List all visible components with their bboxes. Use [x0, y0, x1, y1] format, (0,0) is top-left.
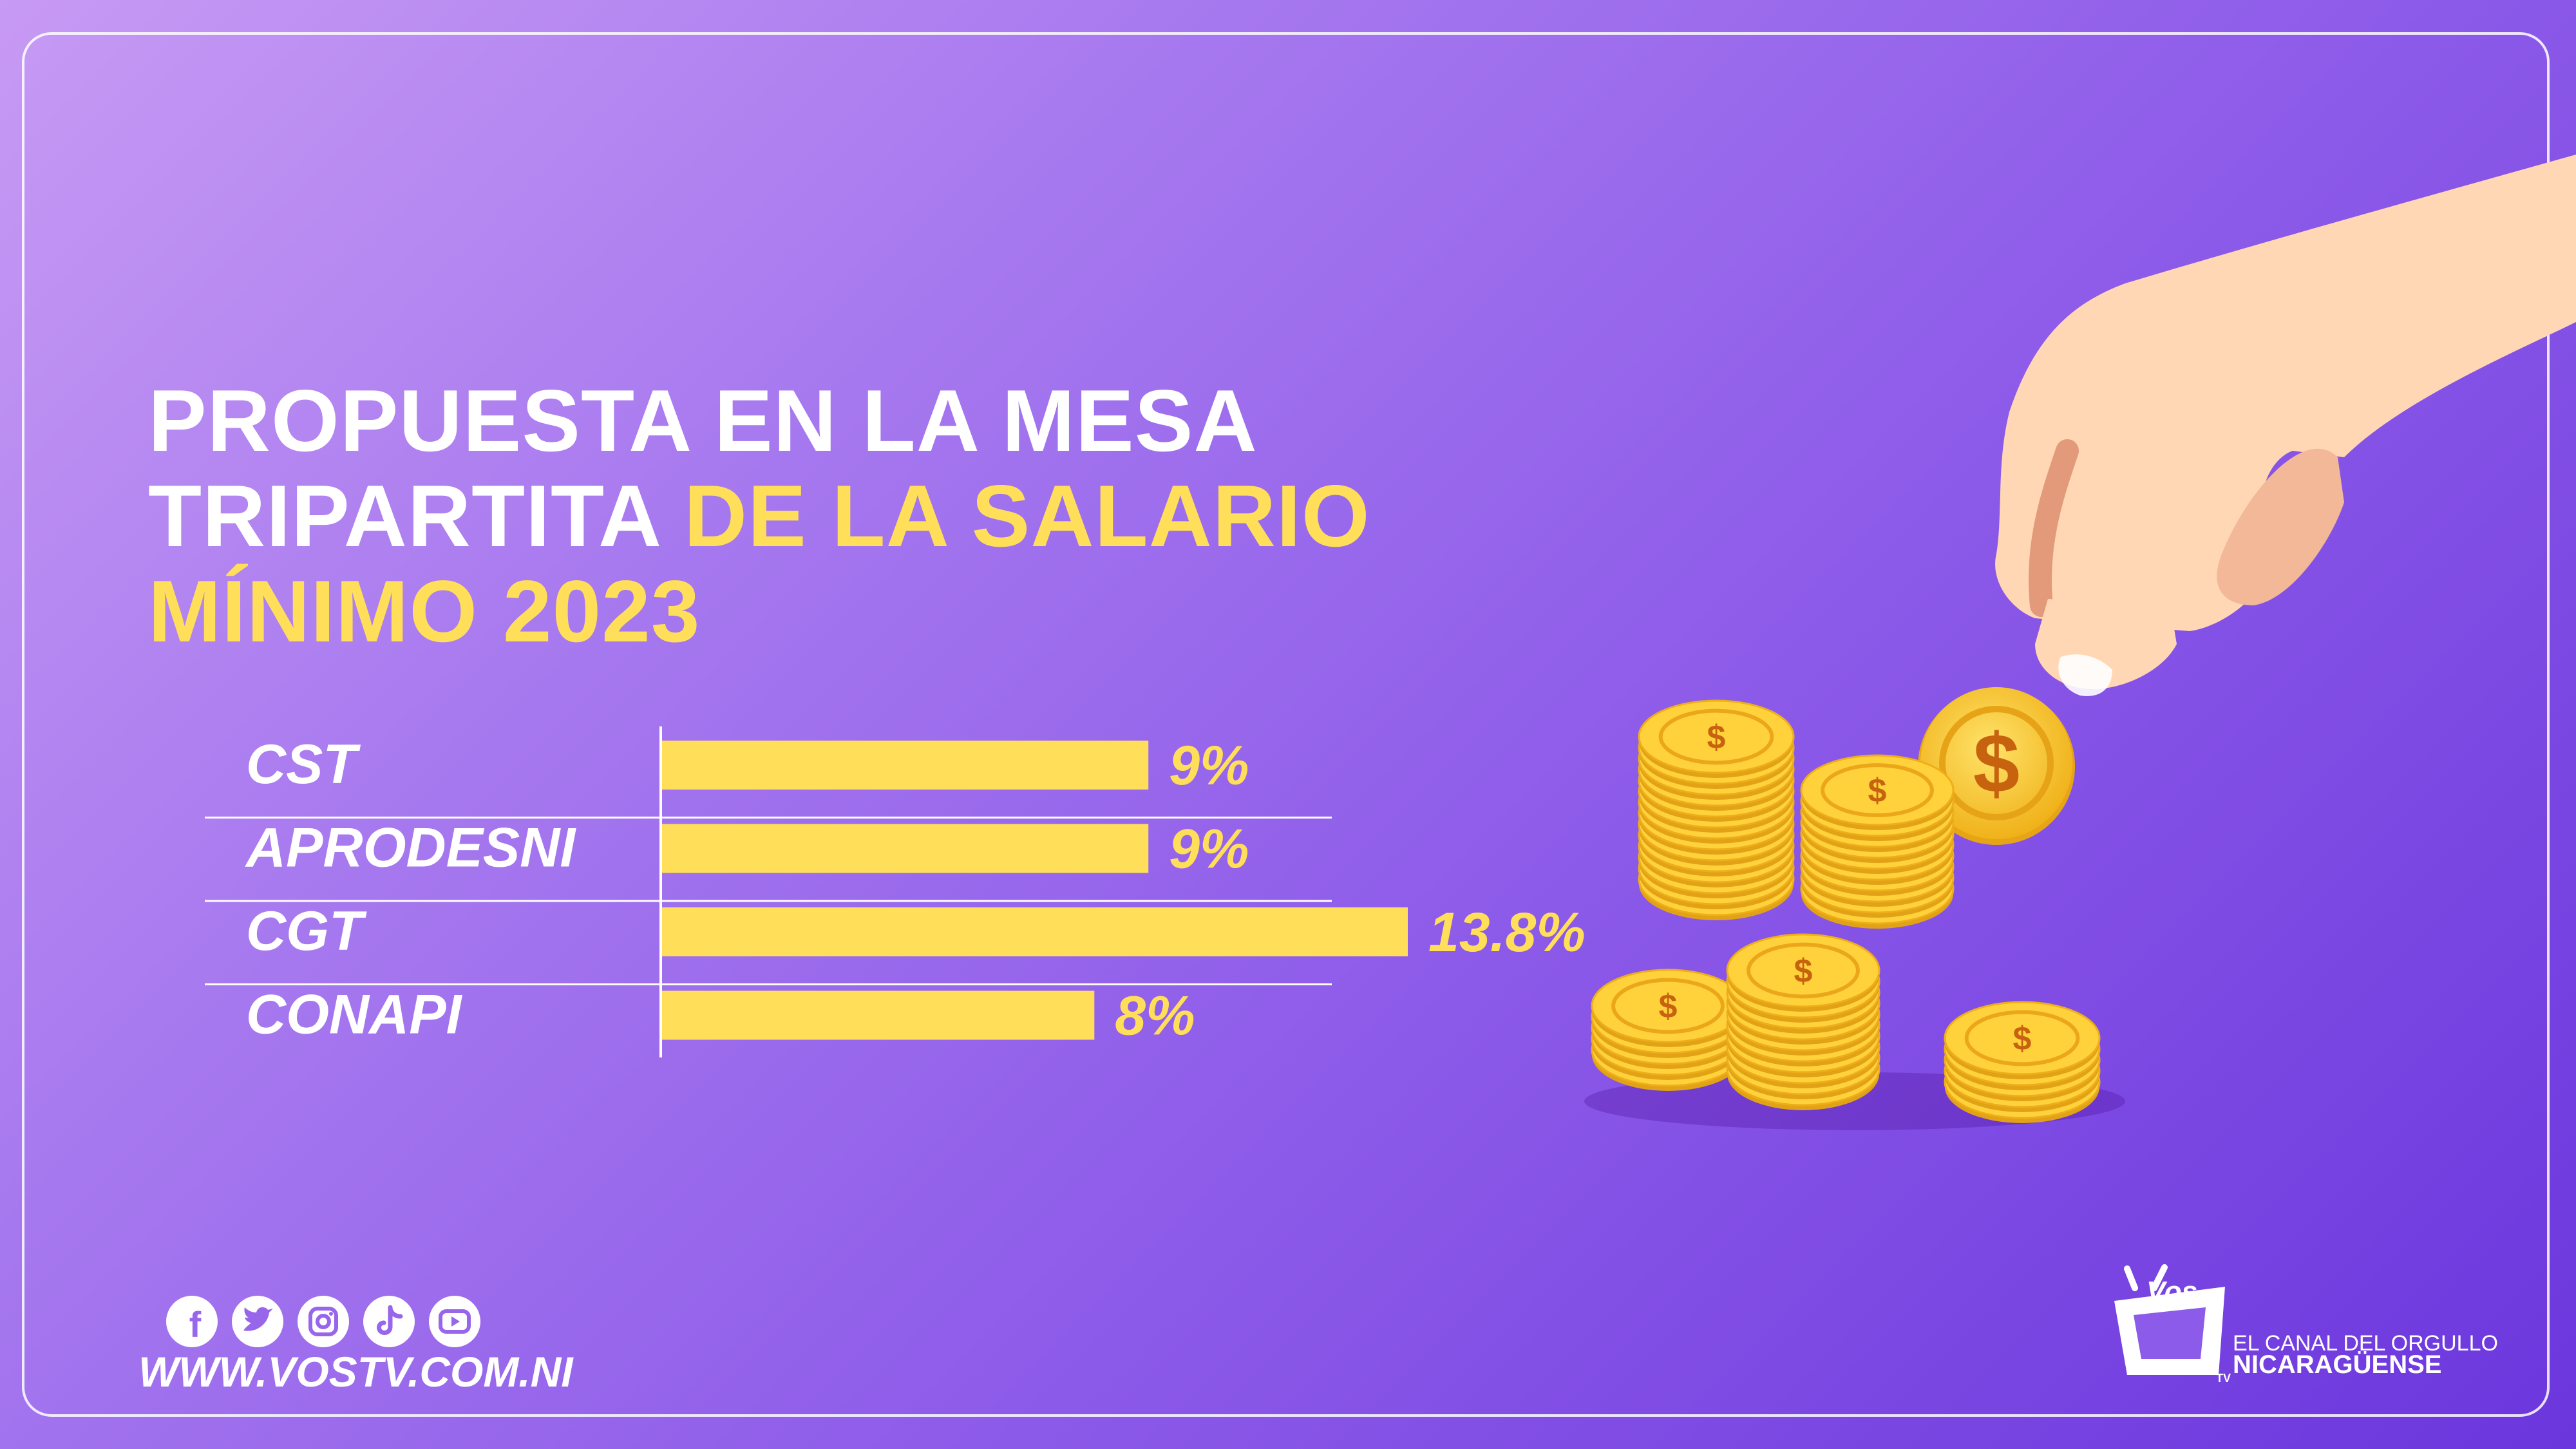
svg-text:$: $	[1868, 772, 1887, 810]
title-line-2-highlight: DE LA SALARIO	[683, 467, 1370, 565]
hand-with-coins-illustration: $ $ $ $ $ $	[1584, 155, 2576, 1130]
tiktok-icon[interactable]	[363, 1296, 415, 1347]
svg-text:$: $	[1794, 952, 1813, 990]
title-line-1: PROPUESTA EN LA MESA	[148, 372, 1258, 469]
svg-text:$: $	[1973, 716, 2020, 810]
svg-text:$: $	[1707, 719, 1726, 756]
value-label: 9%	[1169, 819, 1249, 880]
svg-text:Vos: Vos	[2146, 1276, 2197, 1307]
category-label: CST	[246, 734, 361, 795]
tv-logo-icon: Vos TV	[2114, 1264, 2231, 1385]
facebook-icon[interactable]: f	[166, 1296, 218, 1347]
twitter-icon[interactable]	[232, 1296, 283, 1347]
instagram-icon[interactable]	[298, 1296, 349, 1347]
svg-text:$: $	[2013, 1020, 2032, 1057]
bar-conapi	[662, 990, 1095, 1040]
bar-cgt	[662, 907, 1408, 956]
value-label: 9%	[1169, 735, 1249, 797]
white-frame	[22, 32, 2550, 1417]
category-label: CGT	[246, 900, 367, 962]
category-label: APRODESNI	[245, 817, 576, 879]
website-link[interactable]: WWW.VOSTV.COM.NI	[138, 1348, 573, 1396]
coin-stacks: $ $ $ $ $	[1591, 699, 2101, 1123]
hand-icon	[1995, 155, 2576, 696]
title-line-2: TRIPARTITA DE LA SALARIO	[148, 466, 1370, 566]
bar-aprodesni	[662, 824, 1149, 873]
dollar-coin-icon: $	[1918, 687, 2075, 845]
vostv-logo: Vos TV	[2114, 1264, 2231, 1385]
title-line-3: MÍNIMO 2023	[148, 562, 701, 660]
title-line-2-plain: TRIPARTITA	[148, 467, 684, 565]
category-label: CONAPI	[246, 984, 463, 1046]
youtube-icon[interactable]	[429, 1296, 480, 1347]
bar-cst	[662, 741, 1149, 790]
social-icons: f	[166, 1296, 480, 1347]
svg-text:TV: TV	[2216, 1372, 2231, 1385]
svg-text:$: $	[1659, 988, 1678, 1025]
value-label: 8%	[1115, 985, 1195, 1047]
svg-text:f: f	[189, 1304, 202, 1345]
value-label: 13.8%	[1428, 902, 1586, 963]
brand-tagline-line-1: EL CANAL DEL ORGULLO	[2233, 1331, 2498, 1356]
brand-tagline-line-2: NICARAGÜENSE	[2233, 1350, 2442, 1379]
